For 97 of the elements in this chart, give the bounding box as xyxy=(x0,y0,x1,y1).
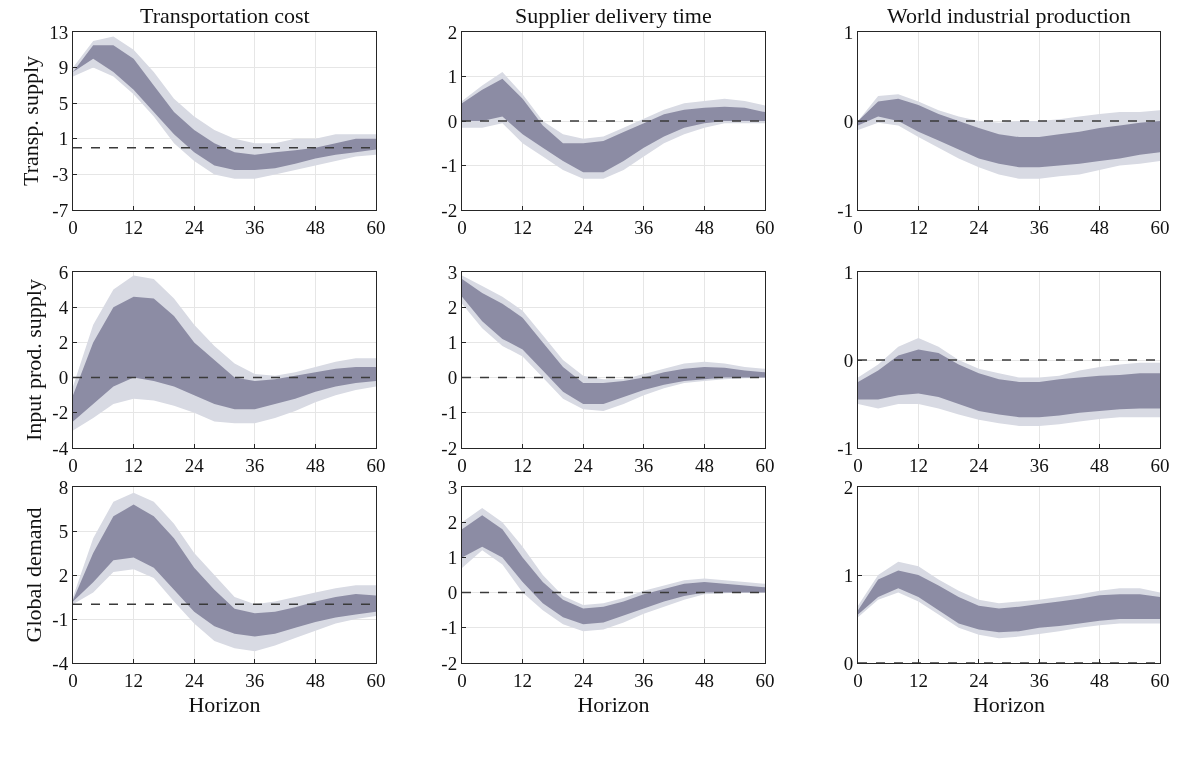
x-tick-label: 36 xyxy=(245,216,265,238)
y-tick-label: 2 xyxy=(58,564,69,586)
y-tick-label: 3 xyxy=(447,261,458,283)
y-tick-label: -2 xyxy=(441,437,458,459)
x-tick-label: 12 xyxy=(908,216,928,238)
x-axis-title: Horizon xyxy=(972,691,1046,717)
y-tick-label: 2 xyxy=(447,21,458,43)
x-tick-label: 48 xyxy=(694,669,714,691)
x-tick-label: 36 xyxy=(245,454,265,476)
x-tick-label: 60 xyxy=(755,669,775,691)
x-tick-label: 24 xyxy=(969,669,989,691)
y-tick-label: -3 xyxy=(52,164,69,186)
y-tick-label: -4 xyxy=(52,652,69,674)
chart-title: World industrial production xyxy=(887,3,1131,28)
x-tick-label: 24 xyxy=(184,669,205,691)
x-tick-label: 24 xyxy=(573,454,594,476)
y-tick-label: 1 xyxy=(843,564,854,586)
chart-title: Transportation cost xyxy=(140,3,310,28)
x-tick-label: 12 xyxy=(908,669,928,691)
y-tick-label: 4 xyxy=(58,296,69,318)
y-tick-label: 8 xyxy=(58,476,69,498)
x-tick-label: 60 xyxy=(1150,454,1170,476)
x-tick-label: 12 xyxy=(124,454,144,476)
y-axis-title: Global demand xyxy=(21,507,47,643)
y-tick-label: 1 xyxy=(447,547,458,569)
x-tick-label: 60 xyxy=(1150,216,1170,238)
x-tick-label: 48 xyxy=(1090,454,1110,476)
x-tick-label: 24 xyxy=(969,216,989,238)
y-tick-label: -1 xyxy=(441,402,458,424)
y-tick-label: 1 xyxy=(843,261,854,283)
y-tick-label: -7 xyxy=(52,199,69,221)
x-tick-label: 48 xyxy=(305,454,325,476)
y-tick-label: 0 xyxy=(447,110,458,132)
y-axis-title: Input prod. supply xyxy=(21,279,47,441)
y-tick-label: 2 xyxy=(843,476,854,498)
x-tick-label: 36 xyxy=(245,669,265,691)
y-tick-label: 0 xyxy=(843,349,854,371)
x-tick-label: 12 xyxy=(124,216,144,238)
y-tick-label: 0 xyxy=(58,367,69,389)
x-tick-label: 12 xyxy=(124,669,144,691)
y-tick-label: -4 xyxy=(52,437,69,459)
x-tick-label: 36 xyxy=(1029,454,1049,476)
x-tick-label: 24 xyxy=(184,454,205,476)
x-tick-label: 36 xyxy=(1029,216,1049,238)
y-tick-label: -1 xyxy=(837,199,854,221)
y-tick-label: 0 xyxy=(843,652,854,674)
y-tick-label: 6 xyxy=(58,261,69,283)
y-tick-label: 0 xyxy=(447,582,458,604)
y-tick-label: -2 xyxy=(441,652,458,674)
y-tick-label: -1 xyxy=(441,155,458,177)
y-tick-label: 9 xyxy=(58,57,69,79)
x-tick-label: 48 xyxy=(694,454,714,476)
y-tick-label: -1 xyxy=(52,608,69,630)
y-tick-label: 0 xyxy=(447,367,458,389)
y-tick-label: 5 xyxy=(58,520,69,542)
x-tick-label: 48 xyxy=(1090,216,1110,238)
y-tick-label: -2 xyxy=(441,199,458,221)
chart-title: Supplier delivery time xyxy=(515,3,712,28)
x-tick-label: 36 xyxy=(634,216,654,238)
x-tick-label: 48 xyxy=(305,216,325,238)
y-tick-label: -1 xyxy=(837,437,854,459)
y-tick-label: 1 xyxy=(447,66,458,88)
x-tick-label: 24 xyxy=(573,216,594,238)
y-axis-title: Transp. supply xyxy=(18,56,43,186)
x-tick-label: 60 xyxy=(366,669,386,691)
y-tick-label: 1 xyxy=(843,21,854,43)
x-tick-label: 60 xyxy=(366,216,386,238)
y-tick-label: 13 xyxy=(49,21,69,43)
y-tick-label: 2 xyxy=(58,332,69,354)
y-tick-label: 2 xyxy=(447,511,458,533)
x-tick-label: 24 xyxy=(969,454,989,476)
x-tick-label: 48 xyxy=(694,216,714,238)
x-tick-label: 12 xyxy=(513,216,533,238)
y-tick-label: -2 xyxy=(52,402,69,424)
y-tick-label: 3 xyxy=(447,476,458,498)
x-tick-label: 48 xyxy=(305,669,325,691)
x-tick-label: 12 xyxy=(513,454,533,476)
x-axis-title: Horizon xyxy=(577,691,650,717)
y-tick-label: 5 xyxy=(58,92,69,114)
y-tick-label: 0 xyxy=(843,110,854,132)
x-tick-label: 48 xyxy=(1090,669,1110,691)
y-tick-label: 1 xyxy=(447,332,458,354)
y-tick-label: 1 xyxy=(58,128,69,150)
x-tick-label: 24 xyxy=(184,216,205,238)
x-tick-label: 24 xyxy=(573,669,594,691)
x-tick-label: 36 xyxy=(1029,669,1049,691)
x-tick-label: 12 xyxy=(513,669,533,691)
x-tick-label: 36 xyxy=(634,454,654,476)
x-tick-label: 60 xyxy=(366,454,386,476)
x-tick-label: 60 xyxy=(755,454,775,476)
x-tick-label: 36 xyxy=(634,669,654,691)
y-tick-label: 2 xyxy=(447,296,458,318)
x-tick-label: 60 xyxy=(755,216,775,238)
y-tick-label: -1 xyxy=(441,617,458,639)
x-axis-title: Horizon xyxy=(188,691,261,717)
x-tick-label: 12 xyxy=(908,454,928,476)
x-tick-label: 60 xyxy=(1150,669,1170,691)
